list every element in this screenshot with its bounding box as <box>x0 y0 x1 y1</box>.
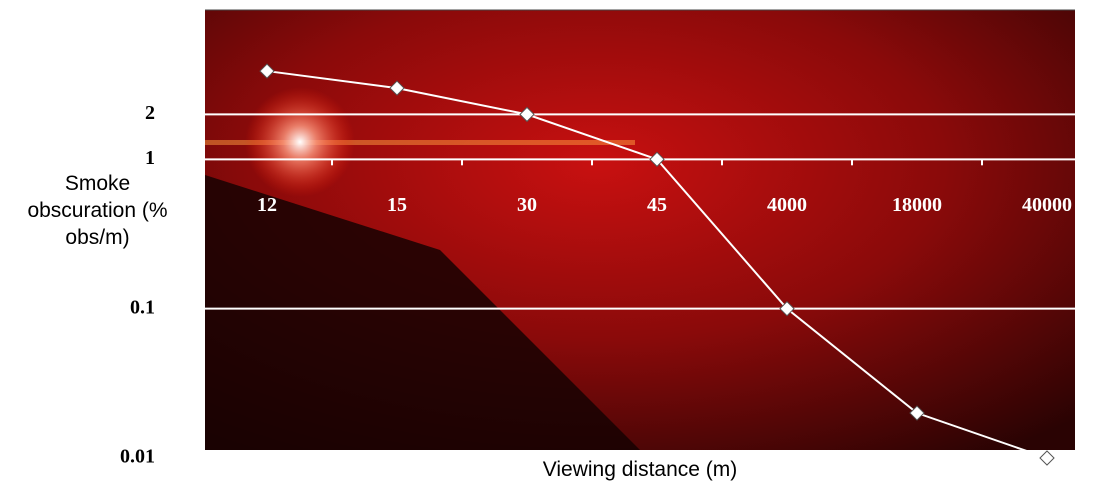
x-tick-label: 12 <box>257 194 277 216</box>
y-axis-title: Smoke obscuration (% obs/m) <box>10 170 185 251</box>
x-tick-label: 4000 <box>767 194 807 216</box>
y-tick-label: 2 <box>145 102 155 124</box>
y-tick-label: 1 <box>145 147 155 169</box>
x-tick-label: 15 <box>387 194 407 216</box>
x-tick-label: 18000 <box>892 194 942 216</box>
x-axis-title: Viewing distance (m) <box>205 458 1075 482</box>
x-tick-label: 45 <box>647 194 667 216</box>
y-tick-label: 0.1 <box>130 296 155 318</box>
x-tick-label: 30 <box>517 194 537 216</box>
x-tick-label: 40000 <box>1022 194 1072 216</box>
y-tick-label: 0.01 <box>120 446 155 468</box>
page: 0.010.1121215304540001800040000 Smoke ob… <box>0 0 1101 487</box>
flare-glow <box>245 87 355 197</box>
